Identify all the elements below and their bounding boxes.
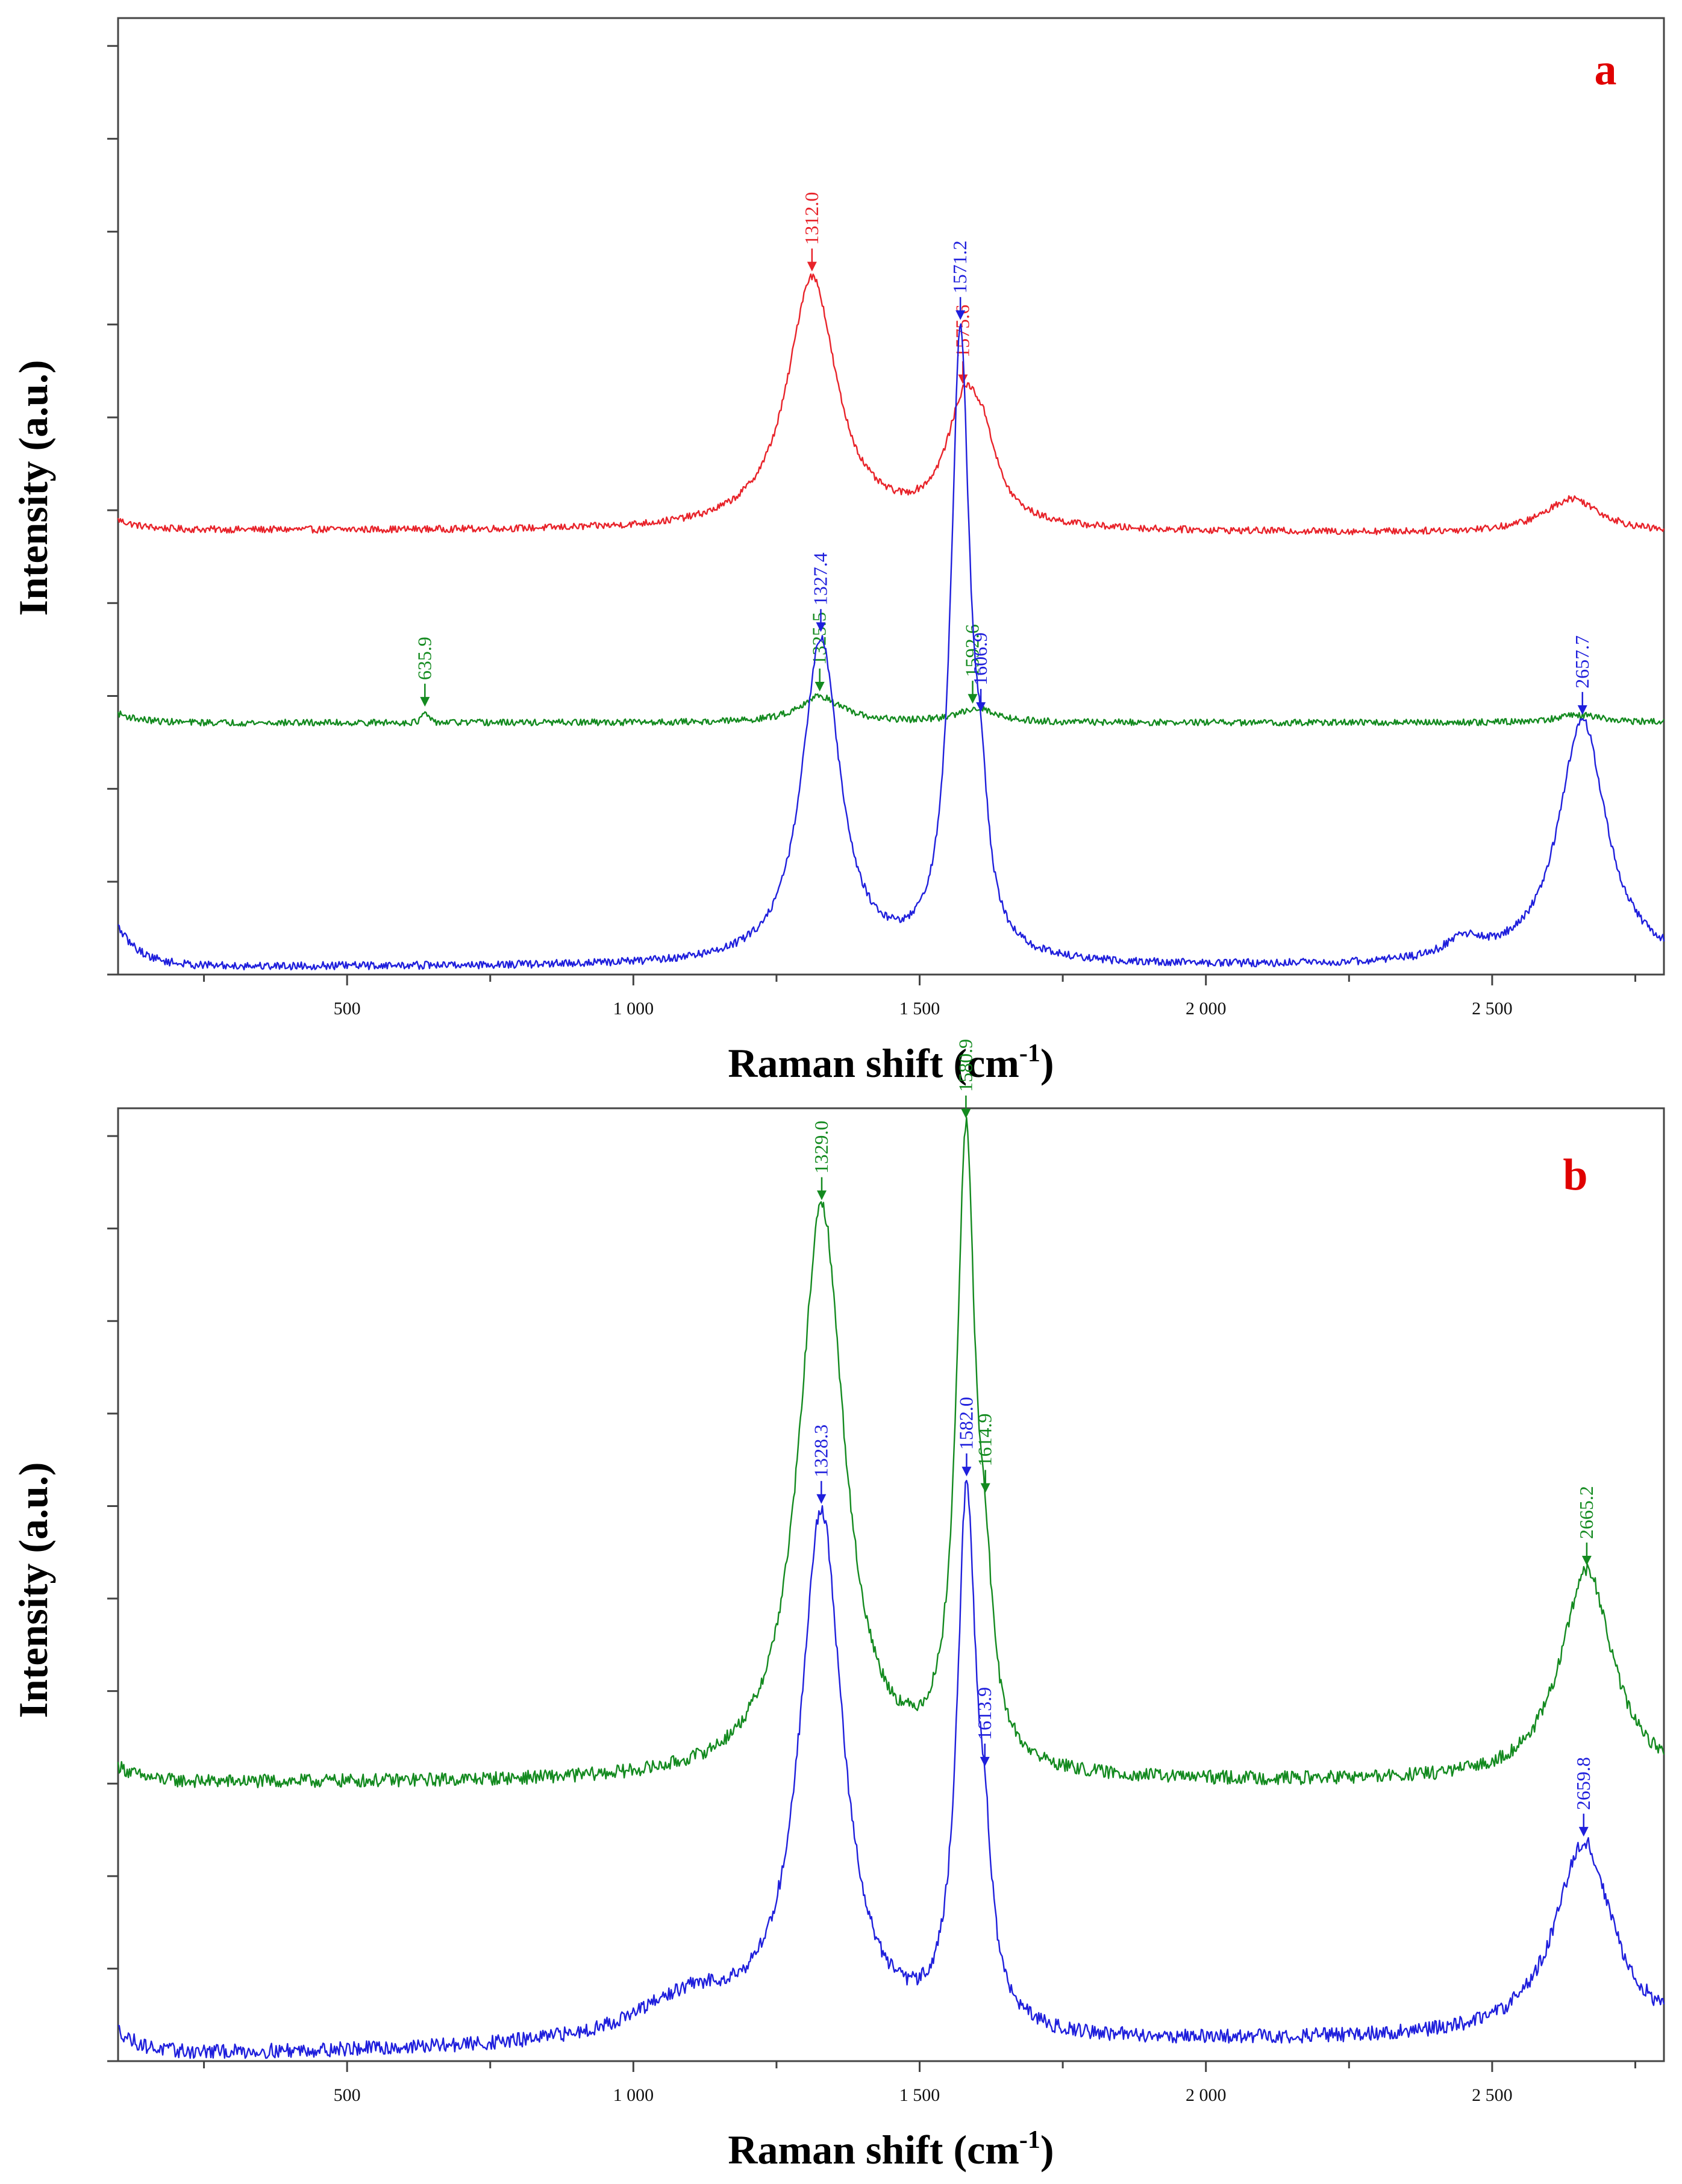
- annotation-arrow-head: [814, 681, 825, 691]
- annotation-arrow-head: [1577, 705, 1587, 715]
- x-tick-label: 1 500: [899, 999, 940, 1019]
- annotation-arrow-head: [976, 702, 986, 712]
- peak-annotation: 1329.0: [810, 1120, 832, 1200]
- peak-annotation: 1328.3: [810, 1424, 831, 1504]
- peak-annotation: 2665.2: [1575, 1486, 1597, 1566]
- annotation-arrow-head: [816, 622, 826, 632]
- peak-annotation: 2659.8: [1572, 1757, 1594, 1837]
- peak-annotation: 1582.0: [955, 1397, 977, 1477]
- x-axis-title: Raman shift (cm-1): [728, 2126, 1054, 2173]
- x-tick-label: 1 500: [899, 2085, 940, 2105]
- plot-frame: [117, 17, 1665, 976]
- peak-annotation: 2657.7: [1571, 635, 1593, 715]
- peak-annotation: 1592.6: [961, 624, 983, 704]
- annotation-arrow-head: [961, 1108, 971, 1119]
- x-tick-label: 2 500: [1472, 2085, 1513, 2105]
- annotation-arrow-head: [961, 1467, 972, 1477]
- annotation-label: 2659.8: [1572, 1757, 1594, 1810]
- x-tick-label: 500: [334, 2085, 361, 2105]
- x-tick-label: 1 000: [613, 999, 654, 1019]
- peak-annotation: 1580.9: [954, 1039, 976, 1119]
- annotation-arrow-head: [816, 1494, 827, 1504]
- annotation-label: 2665.2: [1575, 1486, 1597, 1539]
- annotation-arrow-head: [1581, 1556, 1592, 1566]
- annotation-label: 1592.6: [961, 624, 983, 677]
- annotation-arrow-head: [817, 1190, 827, 1200]
- annotation-label: 1312.0: [801, 192, 822, 245]
- annotation-arrow-head: [980, 1756, 990, 1767]
- annotation-label: 1327.4: [809, 552, 831, 605]
- peak-annotation: 1614.9: [974, 1413, 996, 1493]
- x-axis-title-close: ): [1040, 1040, 1054, 1086]
- peak-annotation: 1327.4: [809, 552, 831, 632]
- x-tick-label: 1 000: [613, 2085, 654, 2105]
- annotation-arrow-head: [955, 310, 966, 320]
- peak-annotation: 1606.9: [969, 632, 991, 712]
- annotation-label: 1580.9: [954, 1039, 976, 1092]
- x-tick-label: 2 000: [1186, 999, 1227, 1019]
- annotation-arrow-head: [420, 697, 430, 707]
- panel-a: 500 1 000 1 500 2 000 2 500 Raman shift (cm-1…: [10, 17, 1665, 1086]
- series-line-green: [117, 693, 1665, 727]
- series-line-blue: [117, 323, 1665, 971]
- peak-annotation: 635.9: [413, 637, 435, 707]
- x-axis-title-main: Raman shift (cm: [728, 2127, 1019, 2173]
- x-tick-label: 2 500: [1472, 999, 1513, 1019]
- peak-annotation: 1613.9: [974, 1687, 995, 1767]
- annotation-arrow-head: [958, 374, 968, 384]
- peak-annotation: 1312.0: [801, 192, 822, 272]
- annotation-label: 1613.9: [974, 1687, 995, 1740]
- annotation-label: 1614.9: [974, 1413, 996, 1466]
- annotation-label: 1582.0: [955, 1397, 977, 1450]
- x-tick-label: 2 000: [1186, 2085, 1227, 2105]
- peak-annotation: 1571.2: [949, 240, 971, 320]
- annotation-arrow-head: [980, 1483, 990, 1493]
- x-axis-title-close: ): [1040, 2127, 1054, 2173]
- x-axis-title-main: Raman shift (cm: [728, 1040, 1019, 1086]
- annotation-label: 1606.9: [969, 632, 991, 685]
- annotation-label: 1328.3: [810, 1424, 831, 1477]
- annotation-label: 1571.2: [949, 240, 971, 293]
- panel-letter: b: [1563, 1150, 1587, 1200]
- series-line-green: [117, 1117, 1665, 1788]
- annotation-label: 1329.0: [810, 1120, 832, 1173]
- x-axis-title-sup: -1: [1019, 1040, 1040, 1067]
- annotation-arrow-head: [1578, 1827, 1589, 1837]
- annotation-label: 2657.7: [1571, 635, 1593, 688]
- x-axis-title: Raman shift (cm-1): [728, 1040, 1054, 1086]
- series-line-red: [117, 273, 1665, 535]
- plot-frame: [117, 1107, 1665, 2062]
- panel-letter: a: [1595, 45, 1617, 95]
- annotation-arrow-head: [968, 694, 978, 704]
- x-axis-title-sup: -1: [1019, 2126, 1040, 2154]
- x-tick-label: 500: [334, 999, 361, 1019]
- y-axis-title: Intensity (a.u.): [10, 360, 56, 616]
- annotation-label: 635.9: [413, 637, 435, 680]
- annotation-arrow-head: [807, 261, 817, 272]
- y-axis-title: Intensity (a.u.): [10, 1462, 56, 1718]
- series-line-blue: [117, 1480, 1665, 2059]
